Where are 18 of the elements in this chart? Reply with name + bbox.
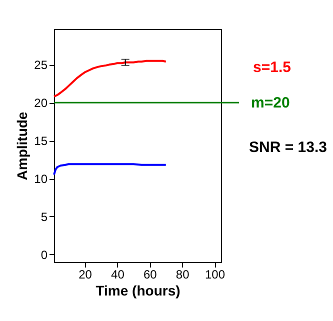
text: s=1.5 bbox=[253, 59, 291, 76]
x-axis-title: Time (hours) bbox=[96, 282, 180, 298]
y-tick-label: 15 bbox=[34, 134, 48, 148]
y-tick-label: 25 bbox=[34, 58, 48, 72]
y-axis-title: Amplitude bbox=[14, 112, 30, 180]
y-tick-label: 10 bbox=[34, 172, 48, 186]
x-tick-label: 100 bbox=[205, 268, 226, 282]
y-tick-label: 20 bbox=[34, 96, 48, 110]
x-tick-label: 80 bbox=[176, 268, 190, 282]
line-series bbox=[53, 163, 167, 176]
x-tick-label: 40 bbox=[111, 268, 125, 282]
ref-line-label: m=20 bbox=[251, 94, 290, 112]
x-tick-label: 60 bbox=[143, 268, 158, 282]
y-tick-label: 5 bbox=[40, 210, 48, 224]
line-series bbox=[53, 60, 167, 98]
text: SNR = 13.3 bbox=[249, 139, 327, 156]
y-tick-label: 0 bbox=[40, 248, 48, 262]
x-tick-label: 20 bbox=[78, 268, 92, 282]
